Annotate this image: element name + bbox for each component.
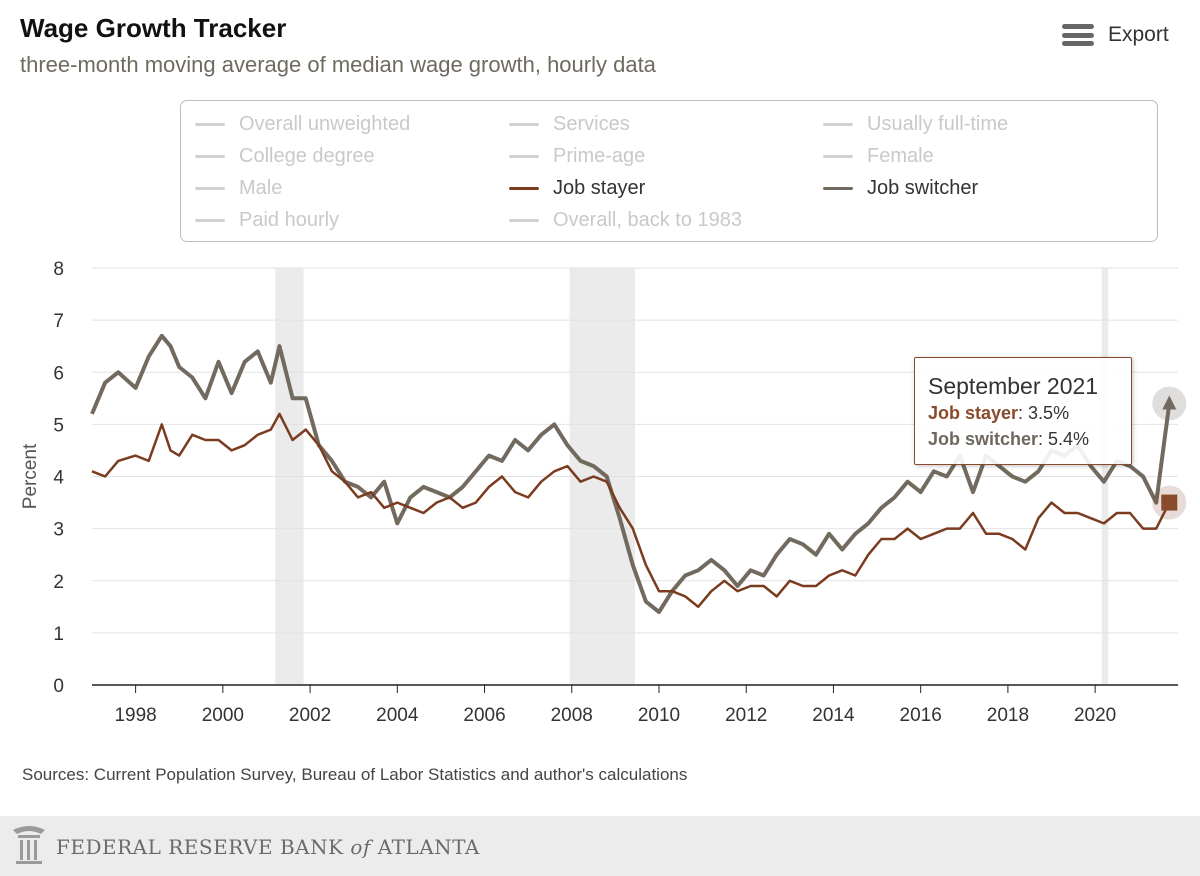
legend-label: College degree [239,145,375,167]
tooltip-series-value: : 5.4% [1038,429,1090,449]
legend-item-female[interactable]: Female [823,145,934,168]
legend-label: Overall unweighted [239,113,411,135]
y-tick-label: 6 [53,363,64,384]
legend-item-job-stayer[interactable]: Job stayer [509,177,645,200]
y-tick-label: 0 [53,676,64,697]
footer-bar: FEDERAL RESERVE BANK of ATLANTA [0,816,1200,876]
legend-label: Job stayer [553,177,646,199]
tooltip-series-value: : 3.5% [1018,403,1070,423]
legend-item-usually-full-time[interactable]: Usually full-time [823,113,1008,136]
x-tick-label: 2012 [725,705,767,726]
chart-legend: Overall unweighted Services Usually full-t… [180,100,1158,242]
fed-eagle-logo-icon [13,826,45,864]
x-tick-label: 2008 [551,705,593,726]
tooltip-series-name: Job switcher [928,429,1039,449]
chart-title: Wage Growth Tracker [20,13,287,43]
legend-label: Job switcher [867,177,979,199]
x-tick-label: 2014 [812,705,855,726]
tooltip-date: September 2021 [928,373,1099,399]
x-tick-label: 2018 [987,705,1029,726]
legend-swatch [509,187,539,190]
x-tick-label: 2004 [376,705,419,726]
legend-label: Prime-age [553,145,646,167]
y-tick-label: 1 [53,624,64,645]
legend-swatch [195,155,225,158]
footer-org-name: FEDERAL RESERVE BANK of ATLANTA [56,835,480,859]
x-tick-label: 2000 [202,705,244,726]
x-tick-label: 1998 [114,705,156,726]
legend-swatch [509,155,539,158]
legend-item-overall-unweighted[interactable]: Overall unweighted [195,113,410,136]
chart-tooltip: September 2021 Job stayer: 3.5% Job swit… [914,357,1132,465]
legend-item-services[interactable]: Services [509,113,630,136]
legend-item-paid-hourly[interactable]: Paid hourly [195,209,339,232]
legend-item-job-switcher[interactable]: Job switcher [823,177,978,200]
x-tick-label: 2020 [1074,705,1116,726]
legend-item-overall-back-to-1983[interactable]: Overall, back to 1983 [509,209,742,232]
x-tick-label: 2006 [463,705,505,726]
legend-swatch [823,123,853,126]
tooltip-row-job-switcher: Job switcher: 5.4% [928,426,1131,452]
legend-label: Services [553,113,630,135]
tooltip-row-job-stayer: Job stayer: 3.5% [928,400,1131,426]
legend-label: Paid hourly [239,209,340,231]
footer-org-name-part: ATLANTA [370,835,480,859]
legend-label: Overall, back to 1983 [553,209,742,231]
job-switcher-marker [1162,395,1177,410]
x-tick-label: 2002 [289,705,331,726]
sources-note: Sources: Current Population Survey, Bure… [22,765,688,784]
tooltip-series-name: Job stayer [928,403,1019,423]
series-line-job-stayer [91,412,1171,609]
y-axis-label: Percent [20,443,41,509]
legend-item-male[interactable]: Male [195,177,282,200]
chart-subtitle: three-month moving average of median wag… [20,52,656,77]
legend-swatch [195,187,225,190]
footer-org-name-of: of [350,835,371,859]
legend-label: Usually full-time [867,113,1009,135]
legend-label: Male [239,177,283,199]
hamburger-menu-icon [1062,24,1094,46]
footer-org-name-part: FEDERAL RESERVE BANK [56,835,351,859]
y-tick-label: 3 [53,520,64,541]
legend-item-prime-age[interactable]: Prime-age [509,145,645,168]
y-tick-label: 2 [53,572,64,593]
legend-swatch [195,123,225,126]
legend-swatch [509,123,539,126]
x-tick-label: 2016 [900,705,942,726]
legend-swatch [509,219,539,222]
legend-swatch [823,187,853,190]
legend-label: Female [867,145,934,167]
y-tick-label: 4 [53,468,64,489]
y-tick-label: 8 [53,259,64,280]
y-tick-label: 7 [53,311,64,332]
export-button[interactable]: Export [1062,18,1169,52]
legend-item-college-degree[interactable]: College degree [195,145,375,168]
legend-swatch [823,155,853,158]
legend-swatch [195,219,225,222]
y-tick-label: 5 [53,415,64,436]
x-tick-label: 2010 [638,705,680,726]
job-stayer-marker [1161,494,1178,511]
export-label: Export [1108,23,1169,46]
